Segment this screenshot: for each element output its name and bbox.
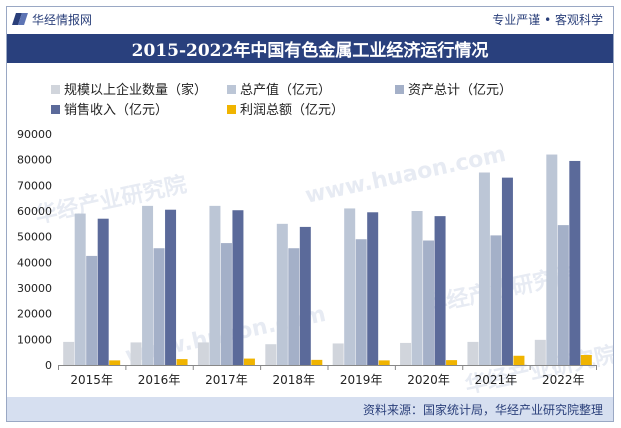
x-tick-label: 2020年: [407, 373, 450, 387]
bar: [378, 360, 390, 365]
bar: [355, 239, 367, 365]
bar: [501, 177, 513, 365]
x-tick-label: 2016年: [138, 373, 181, 387]
bar: [165, 209, 177, 365]
chart-frame: 华经情报网 专业严谨 • 客观科学 2015-2022年中国有色金属工业经济运行…: [6, 6, 614, 422]
bar: [63, 341, 75, 365]
legend-swatch: [51, 105, 60, 114]
bar: [276, 223, 288, 365]
y-tick-label: 10000: [17, 333, 52, 346]
y-tick-label: 50000: [17, 231, 52, 244]
y-tick-label: 80000: [17, 154, 52, 167]
legend-label: 利润总额（亿元）: [240, 103, 344, 118]
bar: [311, 359, 323, 365]
watermark-text: www.huaon.com: [303, 142, 508, 209]
bar: [467, 341, 479, 365]
y-tick-label: 70000: [17, 179, 52, 192]
bar: [490, 235, 502, 365]
bar: [446, 360, 458, 365]
brand: 华经情报网: [7, 11, 92, 28]
x-tick-label: 2022年: [542, 373, 585, 387]
top-bar: 华经情报网 专业严谨 • 客观科学: [7, 7, 613, 31]
bar: [534, 339, 546, 365]
bar: [86, 255, 98, 365]
bar: [265, 344, 277, 365]
bar: [209, 205, 221, 365]
x-tick-label: 2015年: [70, 373, 113, 387]
bar: [130, 342, 142, 365]
y-tick-label: 90000: [17, 128, 52, 141]
x-tick-label: 2018年: [273, 373, 316, 387]
bar: [176, 359, 188, 365]
bar: [153, 248, 165, 365]
y-tick-label: 30000: [17, 282, 52, 295]
bar: [97, 218, 109, 365]
legend-swatch: [227, 85, 236, 94]
x-tick-label: 2019年: [340, 373, 383, 387]
bar: [197, 342, 209, 365]
y-tick-label: 0: [45, 359, 52, 372]
y-tick-label: 40000: [17, 256, 52, 269]
bar: [434, 216, 446, 365]
source-footer: 资料来源：国家统计局，华经产业研究院整理: [7, 397, 613, 421]
x-tick-label: 2021年: [475, 373, 518, 387]
brand-logo-icon: [13, 12, 27, 26]
bar: [232, 210, 244, 365]
source-text: 资料来源：国家统计局，华经产业研究院整理: [362, 402, 603, 417]
bar: [332, 343, 344, 365]
bar: [411, 211, 423, 365]
x-tick-label: 2017年: [205, 373, 248, 387]
legend-swatch: [51, 85, 60, 94]
bar: [557, 225, 569, 365]
bar: [367, 212, 379, 365]
legend-label: 规模以上企业数量（家）: [64, 82, 207, 98]
bar: [513, 355, 525, 365]
y-tick-label: 20000: [17, 308, 52, 321]
bar: [423, 240, 435, 365]
legend-label: 资产总计（亿元）: [408, 83, 512, 98]
bar: [220, 243, 232, 365]
slogan: 专业严谨 • 客观科学: [492, 12, 603, 27]
bar-chart: 华经产业研究院www.huaon.com华经产业研究院www.huaon.com…: [17, 82, 613, 397]
bar: [74, 213, 86, 365]
bar: [243, 358, 255, 365]
bar: [569, 160, 581, 365]
bar: [580, 354, 592, 365]
bar: [478, 172, 490, 365]
brand-name: 华经情报网: [32, 12, 93, 27]
bar: [299, 226, 311, 365]
bar: [142, 205, 154, 365]
chart-title: 2015-2022年中国有色金属工业经济运行情况: [7, 34, 613, 63]
bar: [400, 342, 412, 365]
bar: [344, 208, 356, 365]
bar: [288, 248, 300, 365]
bar: [109, 360, 121, 365]
legend-swatch: [395, 85, 404, 94]
legend-label: 总产值（亿元）: [240, 82, 331, 98]
y-tick-label: 60000: [17, 205, 52, 218]
bar: [546, 154, 558, 365]
legend-label: 销售收入（亿元）: [64, 102, 168, 118]
legend-swatch: [227, 105, 236, 114]
